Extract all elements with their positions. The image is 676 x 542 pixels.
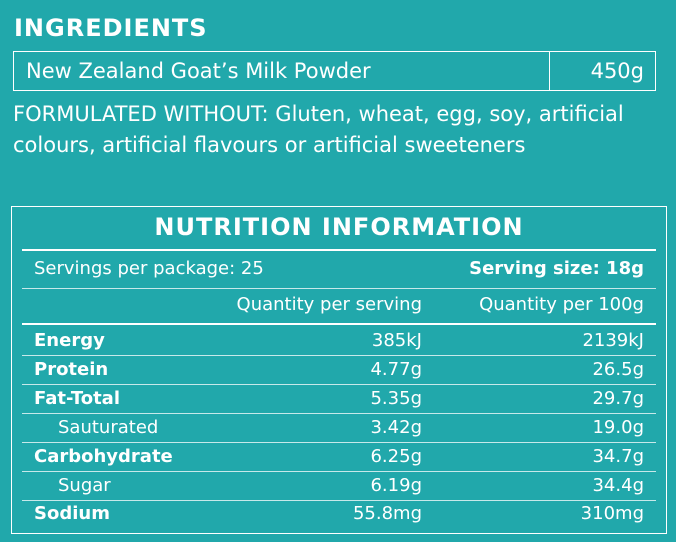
nutrition-title: NUTRITION INFORMATION: [154, 213, 524, 241]
sodium-per-100g: 310mg: [580, 503, 644, 524]
divider: [22, 471, 656, 472]
nutrient-label-sugar: Sugar: [58, 475, 111, 496]
nutrition-panel: NUTRITION INFORMATION Servings per packa…: [11, 206, 667, 534]
divider: [22, 355, 656, 356]
carbohydrate-per-100g: 34.7g: [592, 446, 644, 467]
divider: [22, 249, 656, 251]
divider: [22, 323, 656, 325]
nutrient-label-fat-total: Fat-Total: [34, 388, 120, 409]
column-header-per-100g: Quantity per 100g: [479, 294, 644, 315]
energy-per-serving: 385kJ: [371, 330, 422, 351]
serving-size: Serving size: 18g: [469, 258, 644, 279]
divider: [22, 500, 656, 501]
fat-total-per-100g: 29.7g: [592, 388, 644, 409]
nutrient-label-energy: Energy: [34, 330, 105, 351]
ingredient-name: New Zealand Goat’s Milk Powder: [26, 59, 371, 83]
nutrient-label-carbohydrate: Carbohydrate: [34, 446, 173, 467]
sodium-per-serving: 55.8mg: [352, 503, 422, 524]
saturated-per-serving: 3.42g: [370, 417, 422, 438]
nutrient-label-saturated: Sauturated: [58, 417, 159, 438]
ingredients-title: INGREDIENTS: [14, 14, 208, 42]
ingredient-quantity: 450g: [590, 59, 644, 83]
protein-per-100g: 26.5g: [592, 359, 644, 380]
protein-per-serving: 4.77g: [370, 359, 422, 380]
divider: [22, 413, 656, 414]
servings-per-package: Servings per package: 25: [34, 258, 264, 279]
energy-per-100g: 2139kJ: [582, 330, 644, 351]
fat-total-per-serving: 5.35g: [370, 388, 422, 409]
divider: [22, 384, 656, 385]
column-header-per-serving: Quantity per serving: [236, 294, 422, 315]
sugar-per-serving: 6.19g: [370, 475, 422, 496]
divider: [22, 442, 656, 443]
ingredient-divider: [548, 52, 550, 90]
sugar-per-100g: 34.4g: [592, 475, 644, 496]
ingredients-table: New Zealand Goat’s Milk Powder 450g: [13, 51, 656, 91]
divider: [22, 288, 656, 289]
saturated-per-100g: 19.0g: [592, 417, 644, 438]
formulated-without-text: FORMULATED WITHOUT: Gluten, wheat, egg, …: [13, 102, 624, 157]
nutrient-label-sodium: Sodium: [34, 503, 110, 524]
nutrient-label-protein: Protein: [34, 359, 109, 380]
carbohydrate-per-serving: 6.25g: [370, 446, 422, 467]
